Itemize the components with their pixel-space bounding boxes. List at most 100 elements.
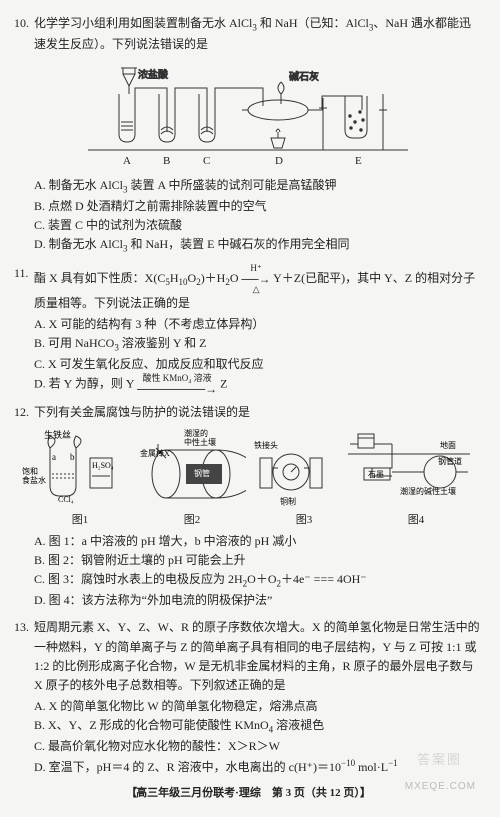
q11-opt-a: A. X 可能的结构有 3 种（不考虑立体异构）	[34, 315, 482, 334]
q10-label-d: D	[275, 155, 283, 167]
q10-label-jian: 碱石灰	[289, 70, 319, 83]
q10-opt-d-1: D. 制备无水 AlCl	[34, 237, 123, 251]
q11-body: 酯 X 具有如下性质：X(C5H10O2)＋H2O H⁺──→△ Y＋Z(已配平…	[34, 264, 482, 313]
q12-f1-b: b	[70, 452, 75, 462]
q11-arrow-bot: △	[253, 284, 260, 294]
q13-options: A. X 的简单氢化物比 W 的简单氢化物稳定，熔沸点高 B. X、Y、Z 形成…	[34, 697, 482, 777]
q11-stem: 11. 酯 X 具有如下性质：X(C5H10O2)＋H2O H⁺──→△ Y＋Z…	[14, 264, 482, 313]
question-10: 10. 化学学习小组利用如图装置制备无水 AlCl3 和 NaH（已知：AlCl…	[14, 14, 482, 256]
watermark-en: MXEQE.COM	[405, 779, 476, 795]
q13-d-sup2: −1	[388, 758, 398, 768]
q13-opt-c: C. 最高价氧化物对应水化物的酸性：X＞R＞W	[34, 737, 482, 756]
q12-fig4: 地面 石墨 钢管道 潮湿的碱性土壤	[344, 428, 474, 506]
q12-f4-pipe: 钢管道	[438, 456, 462, 466]
q12-stem: 12. 下列有关金属腐蚀与防护的说法错误的是	[14, 403, 482, 422]
q13-opt-a: A. X 的简单氢化物比 W 的简单氢化物稳定，熔沸点高	[34, 697, 482, 716]
q12-cap2: 图2	[184, 512, 201, 530]
q10-diagram: 浓盐酸	[14, 60, 482, 170]
q10-text-2: 和 NaH（已知：AlCl	[257, 16, 369, 30]
q12-opt-a: A. 图 1：a 中溶液的 pH 增大，b 中溶液的 pH 减小	[34, 532, 482, 551]
q12-cap1: 图1	[72, 512, 89, 530]
q12-fig-caps: 图1 图2 图3 图4	[24, 512, 472, 530]
q12-c-2: O＋O	[247, 572, 276, 586]
q12-diagram-row: 生铁丝 a b H₂SO₄ 饱和食盐水 CCl₄ 金属棒X 潮湿的中性土壤 钢管	[14, 428, 482, 506]
q13-opt-d: D. 室温下，pH＝4 的 Z、R 溶液中，水电离出的 c(H⁺)＝10−10 …	[34, 756, 482, 777]
q11-s2: 10	[179, 277, 188, 287]
q10-label-b: B	[163, 155, 170, 167]
q10-number: 10.	[14, 14, 34, 54]
question-12: 12. 下列有关金属腐蚀与防护的说法错误的是 生铁丝 a b H₂SO₄ 饱和食…	[14, 403, 482, 610]
q12-f1-t1: 生铁丝	[44, 429, 71, 440]
q12-c-1: C. 图 3：腐蚀时水表上的电极反应为 2H	[34, 572, 243, 586]
q11-opt-d-2: Z	[217, 377, 227, 391]
q13-b-1: B. X、Y、Z 形成的化合物可能使酸性 KMnO	[34, 718, 269, 732]
q10-stem: 10. 化学学习小组利用如图装置制备无水 AlCl3 和 NaH（已知：AlCl…	[14, 14, 482, 54]
q11-number: 11.	[14, 264, 34, 313]
q11-opt-d-1: D. 若 Y 为醇，则 Y	[34, 377, 137, 391]
q11-t4: )＋H	[201, 271, 226, 285]
q12-fig3: 铁接头 铜制水表	[250, 428, 340, 506]
q12-f1-h2so4: H₂SO₄	[92, 461, 114, 470]
q12-f4-soil: 潮湿的碱性土壤	[400, 486, 456, 496]
q11-opt-b: B. 可用 NaHCO3 溶液鉴别 Y 和 Z	[34, 334, 482, 355]
q12-f2-x: 金属棒X	[140, 448, 170, 458]
q11-opt-b-2: 溶液鉴别 Y 和 Z	[119, 336, 207, 350]
q11-options: A. X 可能的结构有 3 种（不考虑立体异构） B. 可用 NaHCO3 溶液…	[34, 315, 482, 395]
q10-apparatus-svg: 浓盐酸	[83, 60, 413, 170]
q12-cap4: 图4	[408, 512, 425, 530]
q11-arrow: H⁺──→△	[242, 264, 271, 294]
q13-opt-b: B. X、Y、Z 形成的化合物可能使酸性 KMnO4 溶液褪色	[34, 716, 482, 737]
q10-body: 化学学习小组利用如图装置制备无水 AlCl3 和 NaH（已知：AlCl3、Na…	[34, 14, 482, 54]
question-11: 11. 酯 X 具有如下性质：X(C5H10O2)＋H2O H⁺──→△ Y＋Z…	[14, 264, 482, 395]
q13-body: 短周期元素 X、Y、Z、W、R 的原子序数依次增大。X 的简单氢化物是日常生活中…	[34, 618, 482, 695]
q11-opt-d: D. 若 Y 为醇，则 Y 酸性 KMnO₄ 溶液────────→ Z	[34, 374, 482, 395]
q12-f3-t1: 铁接头	[254, 440, 278, 450]
q13-d-1: D. 室温下，pH＝4 的 Z、R 溶液中，水电离出的 c(H⁺)＝10	[34, 760, 341, 774]
q10-opt-a-1: A. 制备无水 AlCl	[34, 178, 123, 192]
q12-f4-graphite: 石墨	[368, 470, 384, 479]
q12-options: A. 图 1：a 中溶液的 pH 增大，b 中溶液的 pH 减小 B. 图 2：…	[34, 532, 482, 610]
q10-text-1: 化学学习小组利用如图装置制备无水 AlCl	[34, 16, 252, 30]
q11-t2: H	[170, 271, 179, 285]
q12-f4-ground: 地面	[440, 440, 456, 450]
footer-text: 高三年级三月份联考·理综 第 3 页（共 12 页）	[136, 787, 360, 799]
q12-cap3: 图3	[296, 512, 313, 530]
q10-label-nong: 浓盐酸	[138, 68, 168, 81]
q10-opt-c: C. 装置 C 中的试剂为浓硫酸	[34, 216, 482, 235]
q11-t3: O	[188, 271, 197, 285]
q10-label-a: A	[123, 155, 131, 167]
q12-c-3: ＋4e⁻ === 4OH⁻	[281, 572, 367, 586]
q12-opt-c: C. 图 3：腐蚀时水表上的电极反应为 2H2O＋O2＋4e⁻ === 4OH⁻	[34, 570, 482, 591]
q13-b-2: 溶液褪色	[273, 718, 324, 732]
q13-stem: 13. 短周期元素 X、Y、Z、W、R 的原子序数依次增大。X 的简单氢化物是日…	[14, 618, 482, 695]
q11-opt-b-1: B. 可用 NaHCO	[34, 336, 114, 350]
q11-t5: O	[230, 271, 242, 285]
q12-f1-ccl4: CCl₄	[58, 495, 74, 504]
q12-fig2: 金属棒X 潮湿的中性土壤 钢管	[136, 428, 246, 506]
q12-f1-a: a	[52, 452, 56, 462]
q12-opt-b: B. 图 2：钢管附近土壤的 pH 可能会上升	[34, 551, 482, 570]
q10-opt-a-2: 装置 A 中所盛装的试剂可能是高锰酸钾	[128, 178, 337, 192]
q12-fig1: 生铁丝 a b H₂SO₄ 饱和食盐水 CCl₄	[22, 428, 132, 506]
q10-opt-a: A. 制备无水 AlCl3 装置 A 中所盛装的试剂可能是高锰酸钾	[34, 176, 482, 197]
q13-d-sup1: −10	[341, 758, 355, 768]
q13-d-2: mol·L	[355, 760, 388, 774]
q10-opt-b: B. 点燃 D 处酒精灯之前需排除装置中的空气	[34, 197, 482, 216]
q12-f2-pipe: 钢管	[194, 468, 210, 478]
q13-number: 13.	[14, 618, 34, 695]
watermark-cn: 答案圈	[417, 750, 462, 771]
q12-f3-t2: 铜制水表	[280, 496, 296, 506]
q12-f1-t5: 饱和食盐水	[22, 466, 46, 485]
q11-opt-c: C. X 可发生氧化反应、加成反应和取代反应	[34, 355, 482, 374]
footer-deco-r: 】	[360, 787, 370, 799]
q12-number: 12.	[14, 403, 34, 422]
q11-t1: 酯 X 具有如下性质：X(C	[34, 271, 165, 285]
q12-opt-d: D. 图 4：该方法称为“外加电流的阴极保护法”	[34, 591, 482, 610]
q12-f2-soil: 潮湿的中性土壤	[184, 428, 216, 447]
footer-deco-l: 【	[126, 787, 136, 799]
q10-opt-d: D. 制备无水 AlCl3 和 NaH，装置 E 中碱石灰的作用完全相同	[34, 235, 482, 256]
q12-body: 下列有关金属腐蚀与防护的说法错误的是	[34, 403, 482, 422]
q10-opt-d-2: 和 NaH，装置 E 中碱石灰的作用完全相同	[128, 237, 350, 251]
q11-opt-d-arrow: 酸性 KMnO₄ 溶液────────→	[137, 374, 217, 395]
question-13: 13. 短周期元素 X、Y、Z、W、R 的原子序数依次增大。X 的简单氢化物是日…	[14, 618, 482, 777]
